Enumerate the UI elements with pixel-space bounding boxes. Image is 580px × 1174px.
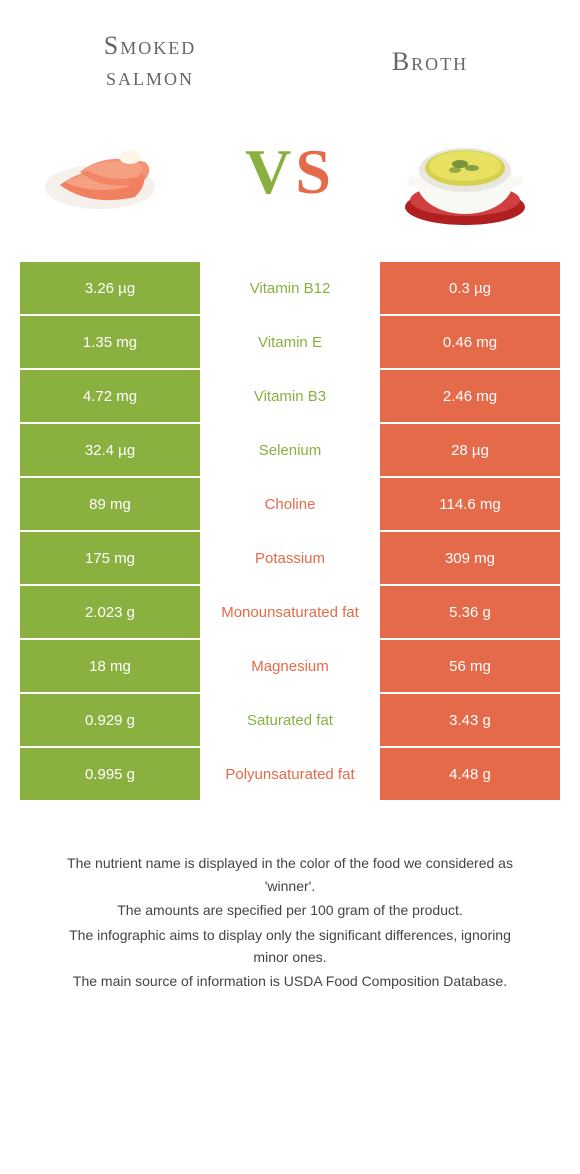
vs-s: S (295, 136, 335, 207)
value-right: 28 µg (380, 424, 560, 478)
nutrient-name: Selenium (200, 424, 380, 478)
nutrient-name: Magnesium (200, 640, 380, 694)
table-row: 32.4 µgSelenium28 µg (20, 424, 560, 478)
value-right: 309 mg (380, 532, 560, 586)
table-row: 0.995 gPolyunsaturated fat4.48 g (20, 748, 560, 802)
nutrient-name: Saturated fat (200, 694, 380, 748)
footer-line: The amounts are specified per 100 gram o… (50, 899, 530, 921)
value-left: 3.26 µg (20, 262, 200, 316)
value-left: 4.72 mg (20, 370, 200, 424)
value-right: 4.48 g (380, 748, 560, 802)
footer-line: The infographic aims to display only the… (50, 924, 530, 969)
table-row: 3.26 µgVitamin B120.3 µg (20, 262, 560, 316)
nutrient-name: Potassium (200, 532, 380, 586)
value-right: 114.6 mg (380, 478, 560, 532)
value-left: 89 mg (20, 478, 200, 532)
nutrient-name: Polyunsaturated fat (200, 748, 380, 802)
food-title-right: Broth (340, 46, 520, 77)
nutrient-name: Choline (200, 478, 380, 532)
value-right: 5.36 g (380, 586, 560, 640)
value-left: 0.929 g (20, 694, 200, 748)
value-right: 0.3 µg (380, 262, 560, 316)
table-row: 89 mgCholine114.6 mg (20, 478, 560, 532)
nutrient-name: Vitamin E (200, 316, 380, 370)
vs-label: VS (245, 135, 335, 209)
value-right: 56 mg (380, 640, 560, 694)
table-row: 2.023 gMonounsaturated fat5.36 g (20, 586, 560, 640)
footer-line: The main source of information is USDA F… (50, 970, 530, 992)
table-row: 4.72 mgVitamin B32.46 mg (20, 370, 560, 424)
value-left: 32.4 µg (20, 424, 200, 478)
table-row: 175 mgPotassium309 mg (20, 532, 560, 586)
table-row: 0.929 gSaturated fat3.43 g (20, 694, 560, 748)
vs-v: V (245, 136, 295, 207)
nutrient-table: 3.26 µgVitamin B120.3 µg1.35 mgVitamin E… (20, 262, 560, 802)
table-row: 1.35 mgVitamin E0.46 mg (20, 316, 560, 370)
salmon-image (40, 112, 190, 232)
value-right: 0.46 mg (380, 316, 560, 370)
header: Smoked salmon Broth (20, 20, 560, 112)
value-left: 175 mg (20, 532, 200, 586)
nutrient-name: Monounsaturated fat (200, 586, 380, 640)
nutrient-name: Vitamin B12 (200, 262, 380, 316)
images-row: VS (20, 112, 560, 262)
broth-image (390, 112, 540, 232)
nutrient-name: Vitamin B3 (200, 370, 380, 424)
table-row: 18 mgMagnesium56 mg (20, 640, 560, 694)
value-right: 3.43 g (380, 694, 560, 748)
food-title-left: Smoked salmon (60, 30, 240, 92)
value-right: 2.46 mg (380, 370, 560, 424)
value-left: 1.35 mg (20, 316, 200, 370)
value-left: 2.023 g (20, 586, 200, 640)
footer-line: The nutrient name is displayed in the co… (50, 852, 530, 897)
footer-notes: The nutrient name is displayed in the co… (20, 852, 560, 992)
value-left: 18 mg (20, 640, 200, 694)
value-left: 0.995 g (20, 748, 200, 802)
